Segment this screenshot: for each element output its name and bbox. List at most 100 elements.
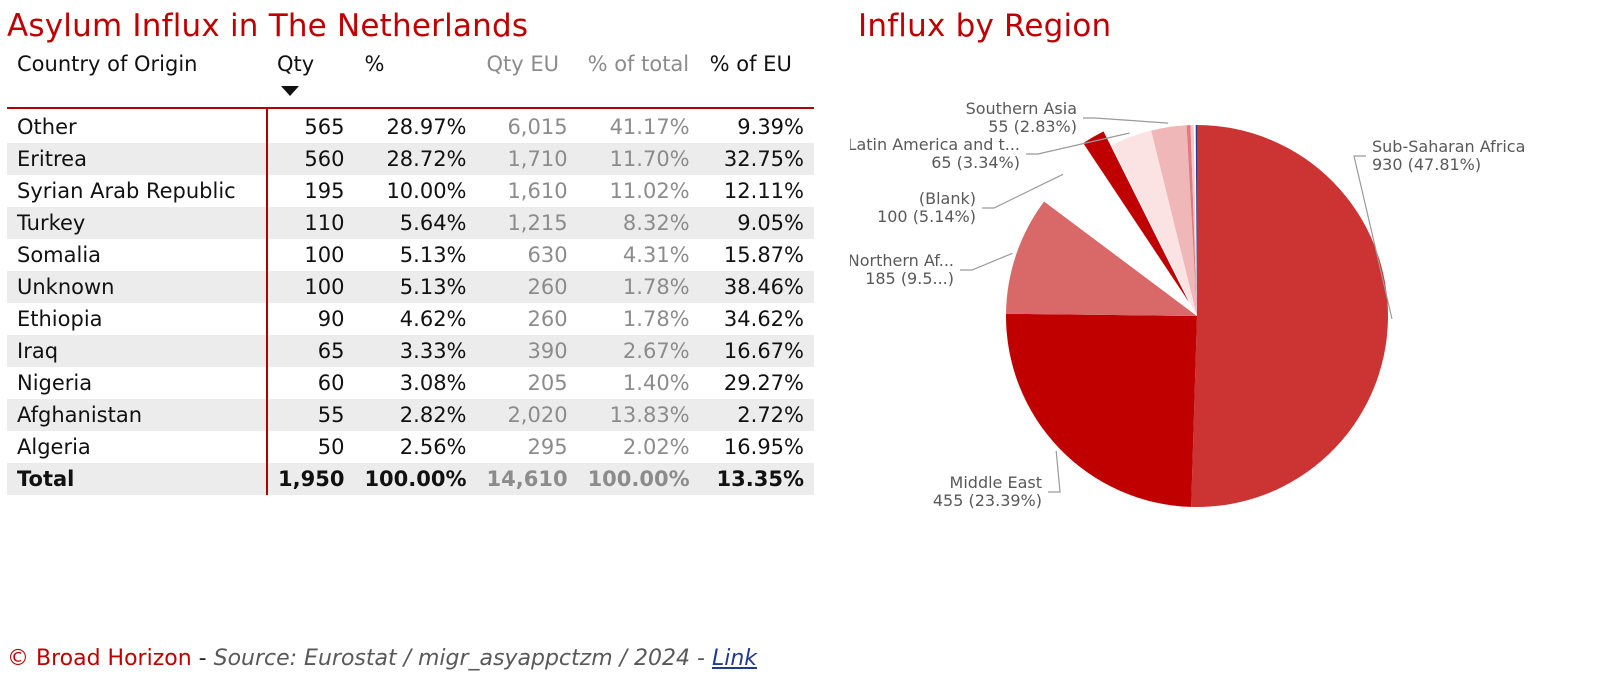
leader-line	[1048, 450, 1061, 493]
cell-pct-eu: 12.11%	[723, 179, 804, 203]
cell-country: Ethiopia	[7, 303, 268, 335]
pie-slice-unlabeled-9[interactable]	[1193, 125, 1197, 316]
cell-pct: 2.82%	[354, 399, 477, 431]
pie-slice-sub-saharan-africa[interactable]	[1191, 125, 1389, 507]
cell-pct: 28.97%	[386, 115, 467, 139]
col-header-qty-eu[interactable]: Qty EU	[476, 48, 578, 109]
col-header-pct[interactable]: %	[354, 48, 477, 109]
slice-value-label: 100 (5.14%)	[877, 207, 976, 226]
source-text: Source: Eurostat / migr_asyappctzm / 202…	[213, 646, 712, 671]
cell-pct-total: 2.67%	[577, 335, 700, 367]
pie-slice-latin-america-and-t[interactable]	[1111, 130, 1197, 316]
table-row[interactable]: Afghanistan 55 2.82% 2,020 13.83% 2.72%	[7, 399, 814, 431]
cell-country: Somalia	[7, 239, 268, 271]
cell-pct-total: 8.32%	[577, 207, 700, 239]
pie-slice-unlabeled-8[interactable]	[1190, 125, 1197, 316]
cell-pct: 3.08%	[399, 371, 467, 395]
cell-pct: 5.13%	[354, 271, 477, 303]
slice-label: Sub-Saharan Africa	[1372, 137, 1525, 156]
col-header-pct-total[interactable]: % of total	[577, 48, 700, 109]
cell-qty: 195	[304, 179, 345, 203]
leader-line	[960, 252, 1013, 271]
cell-qty: 50	[317, 435, 345, 459]
pie-slice-unlabeled-7[interactable]	[1186, 125, 1197, 316]
cell-pct-eu: 16.67%	[699, 335, 814, 367]
table-row[interactable]: Nigeria 60 3.08% 205 1.40% 29.27%	[7, 367, 814, 399]
cell-pct: 5.13%	[399, 243, 467, 267]
cell-qty: 55	[267, 399, 355, 431]
cell-qty: 110	[267, 207, 355, 239]
slice-label: Southern Asia	[966, 99, 1077, 118]
table-header-row: Country of Origin Qty % Qty EU % of tota…	[7, 48, 814, 109]
col-header-pct-eu[interactable]: % of EU	[699, 48, 814, 109]
cell-pct-total: 1.78%	[622, 307, 690, 331]
table-row[interactable]: Syrian Arab Republic 195 10.00% 1,610 11.02%…	[7, 175, 814, 207]
footer: © Broad Horizon - Source: Eurostat / mig…	[7, 646, 757, 671]
cell-country: Eritrea	[7, 143, 268, 175]
cell-pct-eu: 2.72%	[699, 399, 814, 431]
cell-country: Iraq	[7, 335, 268, 367]
table-title: Asylum Influx in The Netherlands	[7, 8, 529, 44]
pie-slice-unlabeled-10[interactable]	[1195, 124, 1197, 316]
chart-title: Influx by Region	[858, 8, 1112, 44]
cell-qty: 100	[304, 243, 345, 267]
cell-country: Algeria	[7, 431, 268, 463]
table-row[interactable]: Eritrea 560 28.72% 1,710 11.70% 32.75%	[7, 143, 814, 175]
table-row[interactable]: Algeria 50 2.56% 295 2.02% 16.95%	[7, 431, 814, 463]
cell-pct-eu: 9.05%	[699, 207, 814, 239]
cell-qty-eu: 205	[527, 371, 568, 395]
source-link[interactable]: Link	[711, 646, 758, 671]
cell-pct-eu: 15.87%	[723, 243, 804, 267]
slice-value-label: 55 (2.83%)	[988, 117, 1077, 136]
pie-slice-unlabeled-4[interactable]	[1083, 131, 1189, 303]
slice-label: Latin America and t...	[850, 135, 1020, 154]
col-header-qty[interactable]: Qty	[267, 48, 355, 109]
cell-pct-total: 4.31%	[622, 243, 690, 267]
cell-country: Nigeria	[7, 367, 268, 399]
cell-qty-eu: 1,610	[507, 179, 568, 203]
table-row[interactable]: Unknown 100 5.13% 260 1.78% 38.46%	[7, 271, 814, 303]
table-row[interactable]: Turkey 110 5.64% 1,215 8.32% 9.05%	[7, 207, 814, 239]
pie-slice-southern-asia[interactable]	[1151, 125, 1197, 316]
cell-pct: 5.64%	[354, 207, 477, 239]
cell-pct-total: 1.40%	[622, 371, 690, 395]
slice-label: (Blank)	[919, 189, 976, 208]
table-row[interactable]: Somalia 100 5.13% 630 4.31% 15.87%	[7, 239, 814, 271]
cell-pct-total: 41.17%	[609, 115, 690, 139]
footer-separator: -	[191, 646, 214, 671]
cell-country: Syrian Arab Republic	[7, 175, 268, 207]
table-row[interactable]: Other 565 28.97% 6,015 41.17% 9.39%	[7, 108, 814, 143]
leader-line	[1026, 132, 1130, 155]
cell-qty-eu: 260	[476, 271, 578, 303]
total-cell-pct: 100.00%	[354, 463, 477, 495]
cell-qty: 560	[267, 143, 355, 175]
pie-slice--blank[interactable]	[1044, 156, 1197, 316]
sort-descending-icon	[281, 86, 299, 96]
cell-qty-eu: 390	[476, 335, 578, 367]
slice-label: Northern Af...	[850, 251, 954, 270]
cell-qty-eu: 295	[527, 435, 568, 459]
cell-qty: 65	[267, 335, 355, 367]
slice-value-label: 185 (9.5...)	[865, 269, 954, 288]
col-header-qty-label: Qty	[277, 52, 315, 76]
cell-pct-eu: 9.39%	[737, 115, 804, 139]
cell-country: Afghanistan	[7, 399, 268, 431]
table-total-row[interactable]: Total 1,950 100.00% 14,610 100.00% 13.35%	[7, 463, 814, 495]
slice-value-label: 455 (23.39%)	[933, 491, 1042, 510]
cell-pct: 4.62%	[399, 307, 467, 331]
total-cell-pct-eu: 13.35%	[699, 463, 814, 495]
pie-slice-northern-af[interactable]	[1006, 201, 1197, 316]
cell-pct-eu: 34.62%	[723, 307, 804, 331]
total-cell-qty-eu: 14,610	[476, 463, 578, 495]
table-row[interactable]: Ethiopia 90 4.62% 260 1.78% 34.62%	[7, 303, 814, 335]
cell-qty: 90	[317, 307, 345, 331]
table-row[interactable]: Iraq 65 3.33% 390 2.67% 16.67%	[7, 335, 814, 367]
cell-qty-eu: 2,020	[476, 399, 578, 431]
table-body: Other 565 28.97% 6,015 41.17% 9.39% Eritrea 560…	[7, 108, 814, 495]
cell-pct: 10.00%	[386, 179, 467, 203]
cell-country: Other	[7, 108, 268, 143]
pie-slice-middle-east[interactable]	[1005, 313, 1197, 507]
col-header-country[interactable]: Country of Origin	[7, 48, 267, 109]
cell-country: Unknown	[7, 271, 268, 303]
